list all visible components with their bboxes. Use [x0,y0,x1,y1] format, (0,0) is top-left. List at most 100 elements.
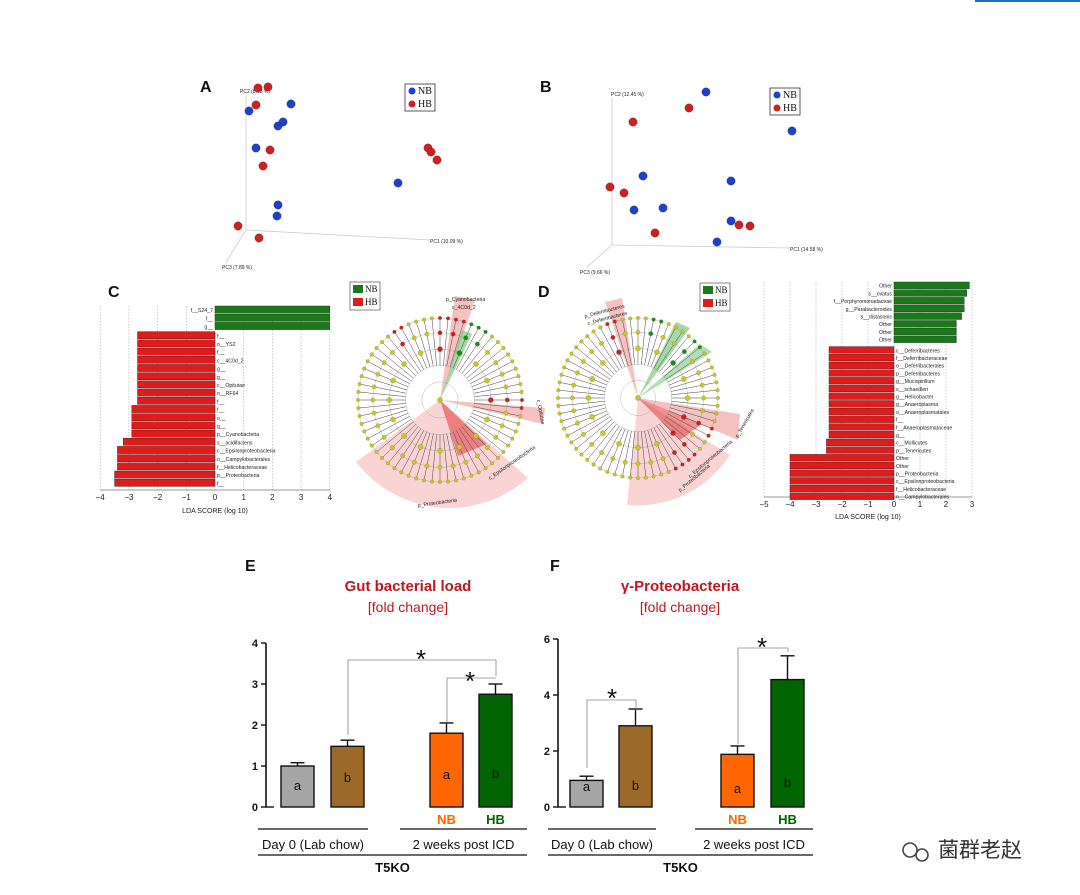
lda-bar-label: c__Opitutae [217,383,245,389]
clado-node [490,461,494,466]
clado-node [575,420,580,426]
bar-chart-f: 0 2 4 6 a b a b * * NB HB Day 0 (Lab chow) 2 weeks po… [544,632,813,875]
lda-bar-hb [137,397,216,405]
clado-branch [622,430,632,477]
clado-node [579,452,584,457]
clado-node [715,388,720,393]
clado-node [636,316,640,320]
clado-node [493,435,499,440]
lda-tick-label: −1 [182,493,192,502]
clado-branch [659,423,689,460]
lda-bar-hb [826,438,895,446]
hb-sample-point [258,161,268,171]
lda-bar-hb [131,429,216,438]
clado-branch [581,421,615,455]
clado-node [400,341,405,347]
pc3-label: PC3 (7.89 %) [222,265,252,271]
clado-node [612,319,617,324]
lda-bar-label: f__Porphyromonadaceae [834,299,892,305]
clado-branch [593,331,620,371]
legend-nb-label: NB [418,86,432,97]
lda-tick-label: −5 [759,500,769,509]
clado-node [399,325,404,330]
bar-letter: b [492,766,499,781]
lda-bar-hb [114,470,216,479]
clado-branch [446,433,457,481]
clado-branch [449,432,465,479]
hb-label: HB [778,812,797,827]
nb-sample-point [701,87,711,97]
clado-node [356,390,361,394]
clado-node [503,384,509,390]
clado-node [660,456,666,461]
legend-hb-dot [408,100,416,108]
clado-branch [661,421,695,455]
lda-bar-label: p__Tenericutes [896,448,932,454]
clado-branch [614,430,629,475]
clado-node [365,436,370,441]
lda-bar-hb [137,356,216,364]
clado-node [463,459,469,465]
clado-branch [644,319,654,366]
clado-branch [470,416,513,439]
clado-branch [558,389,605,395]
lda-bar-label: p__Proteobacteria [217,473,260,479]
pc2-label: PC2 (8.63 %) [240,89,270,95]
lda-bar-hb [828,423,895,431]
hb-sample-point [263,82,273,92]
lda-bar-label: c__Epsilonproteobacteria [217,449,276,455]
watermark: 菌群老赵 [902,838,1022,862]
lda-bar-nb [893,335,957,343]
clado-node [714,380,719,385]
clado-branch [656,331,683,371]
clado-branch [458,428,486,469]
chart-e-subtitle: [fold change] [368,599,448,615]
clado-node [681,376,687,382]
legend-nb-swatch-d [703,286,713,294]
clado-node [571,408,576,414]
clado-node [414,476,419,481]
clado-node [702,351,707,356]
clado-branch [561,374,606,389]
clado-node [417,350,424,356]
lda-bar-hb [137,347,216,356]
clado-node [501,450,506,454]
legend-hb-swatch-d [703,299,713,307]
y-tick-label: 2 [544,746,550,758]
clado-c-sector-inner [440,400,487,456]
nb-sample-point [629,205,639,215]
day0-label: Day 0 (Lab chow) [262,837,364,852]
cladogram-c: NB HB p_Cyanobacteria c_4C0d_2 c_Opituta… [349,281,545,509]
clado-node [680,329,685,334]
legend-nb-swatch-c [353,285,363,293]
clado-node [716,396,720,400]
lda-bar-label: s__distasonis [861,315,893,321]
watermark-text: 菌群老赵 [938,838,1022,862]
clado-node [696,420,701,426]
clado-branch [670,404,717,414]
clado-node [513,429,518,434]
lda-bar-nb [893,304,965,313]
lda-bar-hb [828,361,895,369]
clado-node [635,330,641,335]
clado-node [673,325,678,330]
clado-node [651,317,656,322]
clado-node [648,460,654,465]
clado-node [493,360,499,365]
lda-bar-hb [789,454,895,462]
clado-branch [472,375,519,391]
clado-branch [571,416,611,443]
clado-ring [421,381,459,419]
clado-node [485,350,490,355]
clado-node [635,461,641,466]
pc3-axis [225,229,247,263]
clado-node [411,459,417,465]
clado-branch [423,319,434,367]
clado-branch [659,336,689,373]
clado-node [461,476,466,481]
clado-node [610,335,616,340]
hb-sample-point [650,228,660,238]
lda-tick-label: 2 [270,493,275,502]
bar [280,765,315,808]
